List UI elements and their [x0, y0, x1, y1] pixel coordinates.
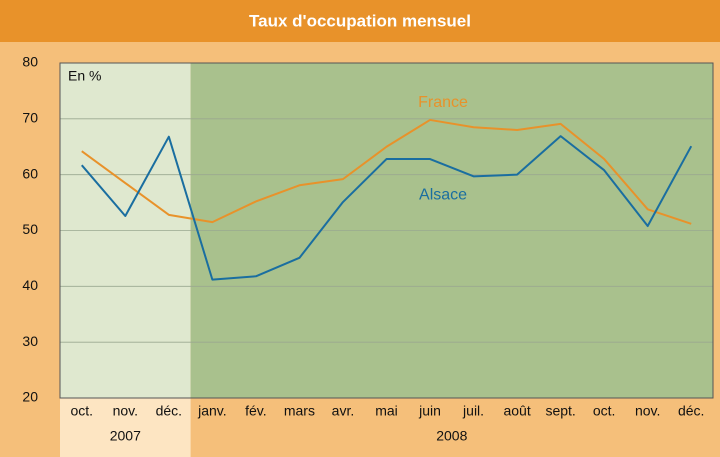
x-tick-label: avr. [332, 403, 355, 419]
x-tick-label: janv. [197, 403, 227, 419]
x-tick-label: sept. [545, 403, 575, 419]
y-tick-label: 30 [22, 333, 38, 349]
year-label: 2008 [436, 428, 467, 444]
y-tick-label: 70 [22, 110, 38, 126]
plot-border [59, 62, 714, 399]
y-tick-label: 20 [22, 389, 38, 405]
title-bar [0, 0, 720, 42]
x-tick-label: mai [375, 403, 398, 419]
series-line [81, 135, 693, 281]
y-tick-label: 50 [22, 221, 38, 237]
period-label-background [60, 398, 191, 457]
series-label: Alsace [419, 186, 467, 203]
x-tick-label: oct. [70, 403, 93, 419]
y-tick-label: 60 [22, 165, 38, 181]
x-tick-label: oct. [593, 403, 616, 419]
x-tick-label: déc. [678, 403, 704, 419]
year-label: 2007 [110, 428, 141, 444]
annotation: En % [68, 68, 101, 84]
series-line [81, 118, 692, 225]
chart-title: Taux d'occupation mensuel [249, 11, 471, 30]
x-tick-label: nov. [635, 403, 660, 419]
x-tick-label: nov. [113, 403, 138, 419]
x-tick-label: déc. [156, 403, 182, 419]
x-tick-label: juin [418, 403, 441, 419]
x-tick-label: fév. [245, 403, 267, 419]
x-tick-label: août [503, 403, 530, 419]
y-tick-label: 40 [22, 277, 38, 293]
x-tick-label: mars [284, 403, 315, 419]
y-tick-label: 80 [22, 54, 38, 70]
x-tick-label: juil. [462, 403, 484, 419]
series-label: France [418, 94, 468, 111]
